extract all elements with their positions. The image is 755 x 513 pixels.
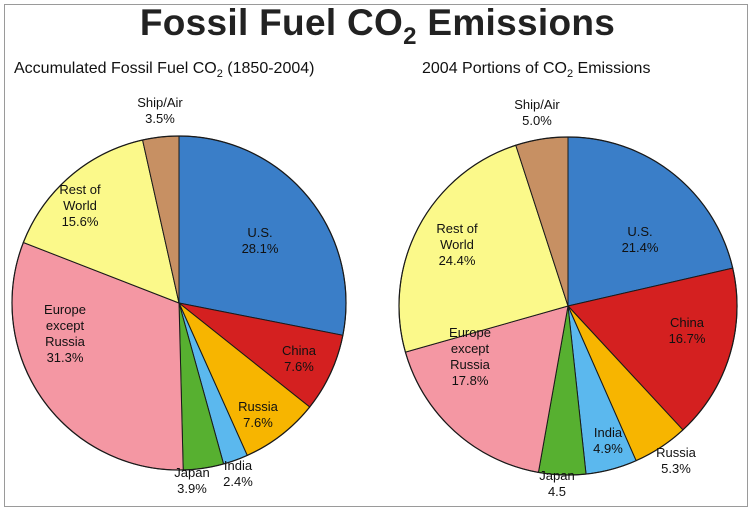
right-chart-title-end: Emissions bbox=[573, 60, 651, 77]
right-chart-title: 2004 Portions of CO2 Emissions bbox=[422, 60, 651, 80]
figure-title-main: Fossil Fuel CO bbox=[139, 2, 404, 43]
right-label-russia: Russia 5.3% bbox=[656, 445, 697, 476]
left-label-rest-of-world: Rest of World 15.6% bbox=[59, 182, 101, 229]
left-chart-title-main: Accumulated Fossil Fuel CO bbox=[14, 60, 217, 77]
left-label-u-s: U.S. 28.1% bbox=[242, 225, 279, 256]
left-chart-title: Accumulated Fossil Fuel CO2 (1850-2004) bbox=[14, 60, 315, 80]
right-label-ship-air: Ship/Air 5.0% bbox=[514, 97, 560, 128]
left-label-russia: Russia 7.6% bbox=[238, 399, 279, 430]
right-label-europe-except-russia: Europe except Russia 17.8% bbox=[449, 325, 491, 388]
left-label-ship-air: Ship/Air 3.5% bbox=[137, 95, 183, 126]
left-chart-title-end: (1850-2004) bbox=[222, 60, 315, 77]
right-label-u-s: U.S. 21.4% bbox=[622, 224, 659, 255]
right-label-rest-of-world: Rest of World 24.4% bbox=[436, 221, 478, 268]
figure-title-subscript: 2 bbox=[403, 23, 417, 50]
figure-title-end: Emissions bbox=[416, 2, 616, 43]
left-pie bbox=[11, 135, 347, 471]
left-chart-title-subscript: 2 bbox=[216, 68, 223, 80]
right-pie bbox=[398, 136, 738, 476]
right-chart-title-subscript: 2 bbox=[566, 68, 574, 80]
left-pie-outline bbox=[11, 135, 347, 471]
right-label-india: India 4.9% bbox=[593, 425, 623, 456]
figure-title: Fossil Fuel CO2 Emissions bbox=[0, 2, 755, 50]
right-label-japan: Japan 4.5 bbox=[539, 468, 574, 499]
right-pie-outline bbox=[398, 136, 738, 476]
left-label-india: India 2.4% bbox=[223, 458, 253, 489]
right-label-china: China 16.7% bbox=[669, 315, 706, 346]
left-label-europe-except-russia: Europe except Russia 31.3% bbox=[44, 302, 86, 365]
left-label-china: China 7.6% bbox=[282, 343, 317, 374]
right-chart-title-main: 2004 Portions of CO bbox=[422, 60, 567, 77]
left-label-japan: Japan 3.9% bbox=[174, 465, 209, 496]
figure-frame bbox=[4, 4, 748, 507]
